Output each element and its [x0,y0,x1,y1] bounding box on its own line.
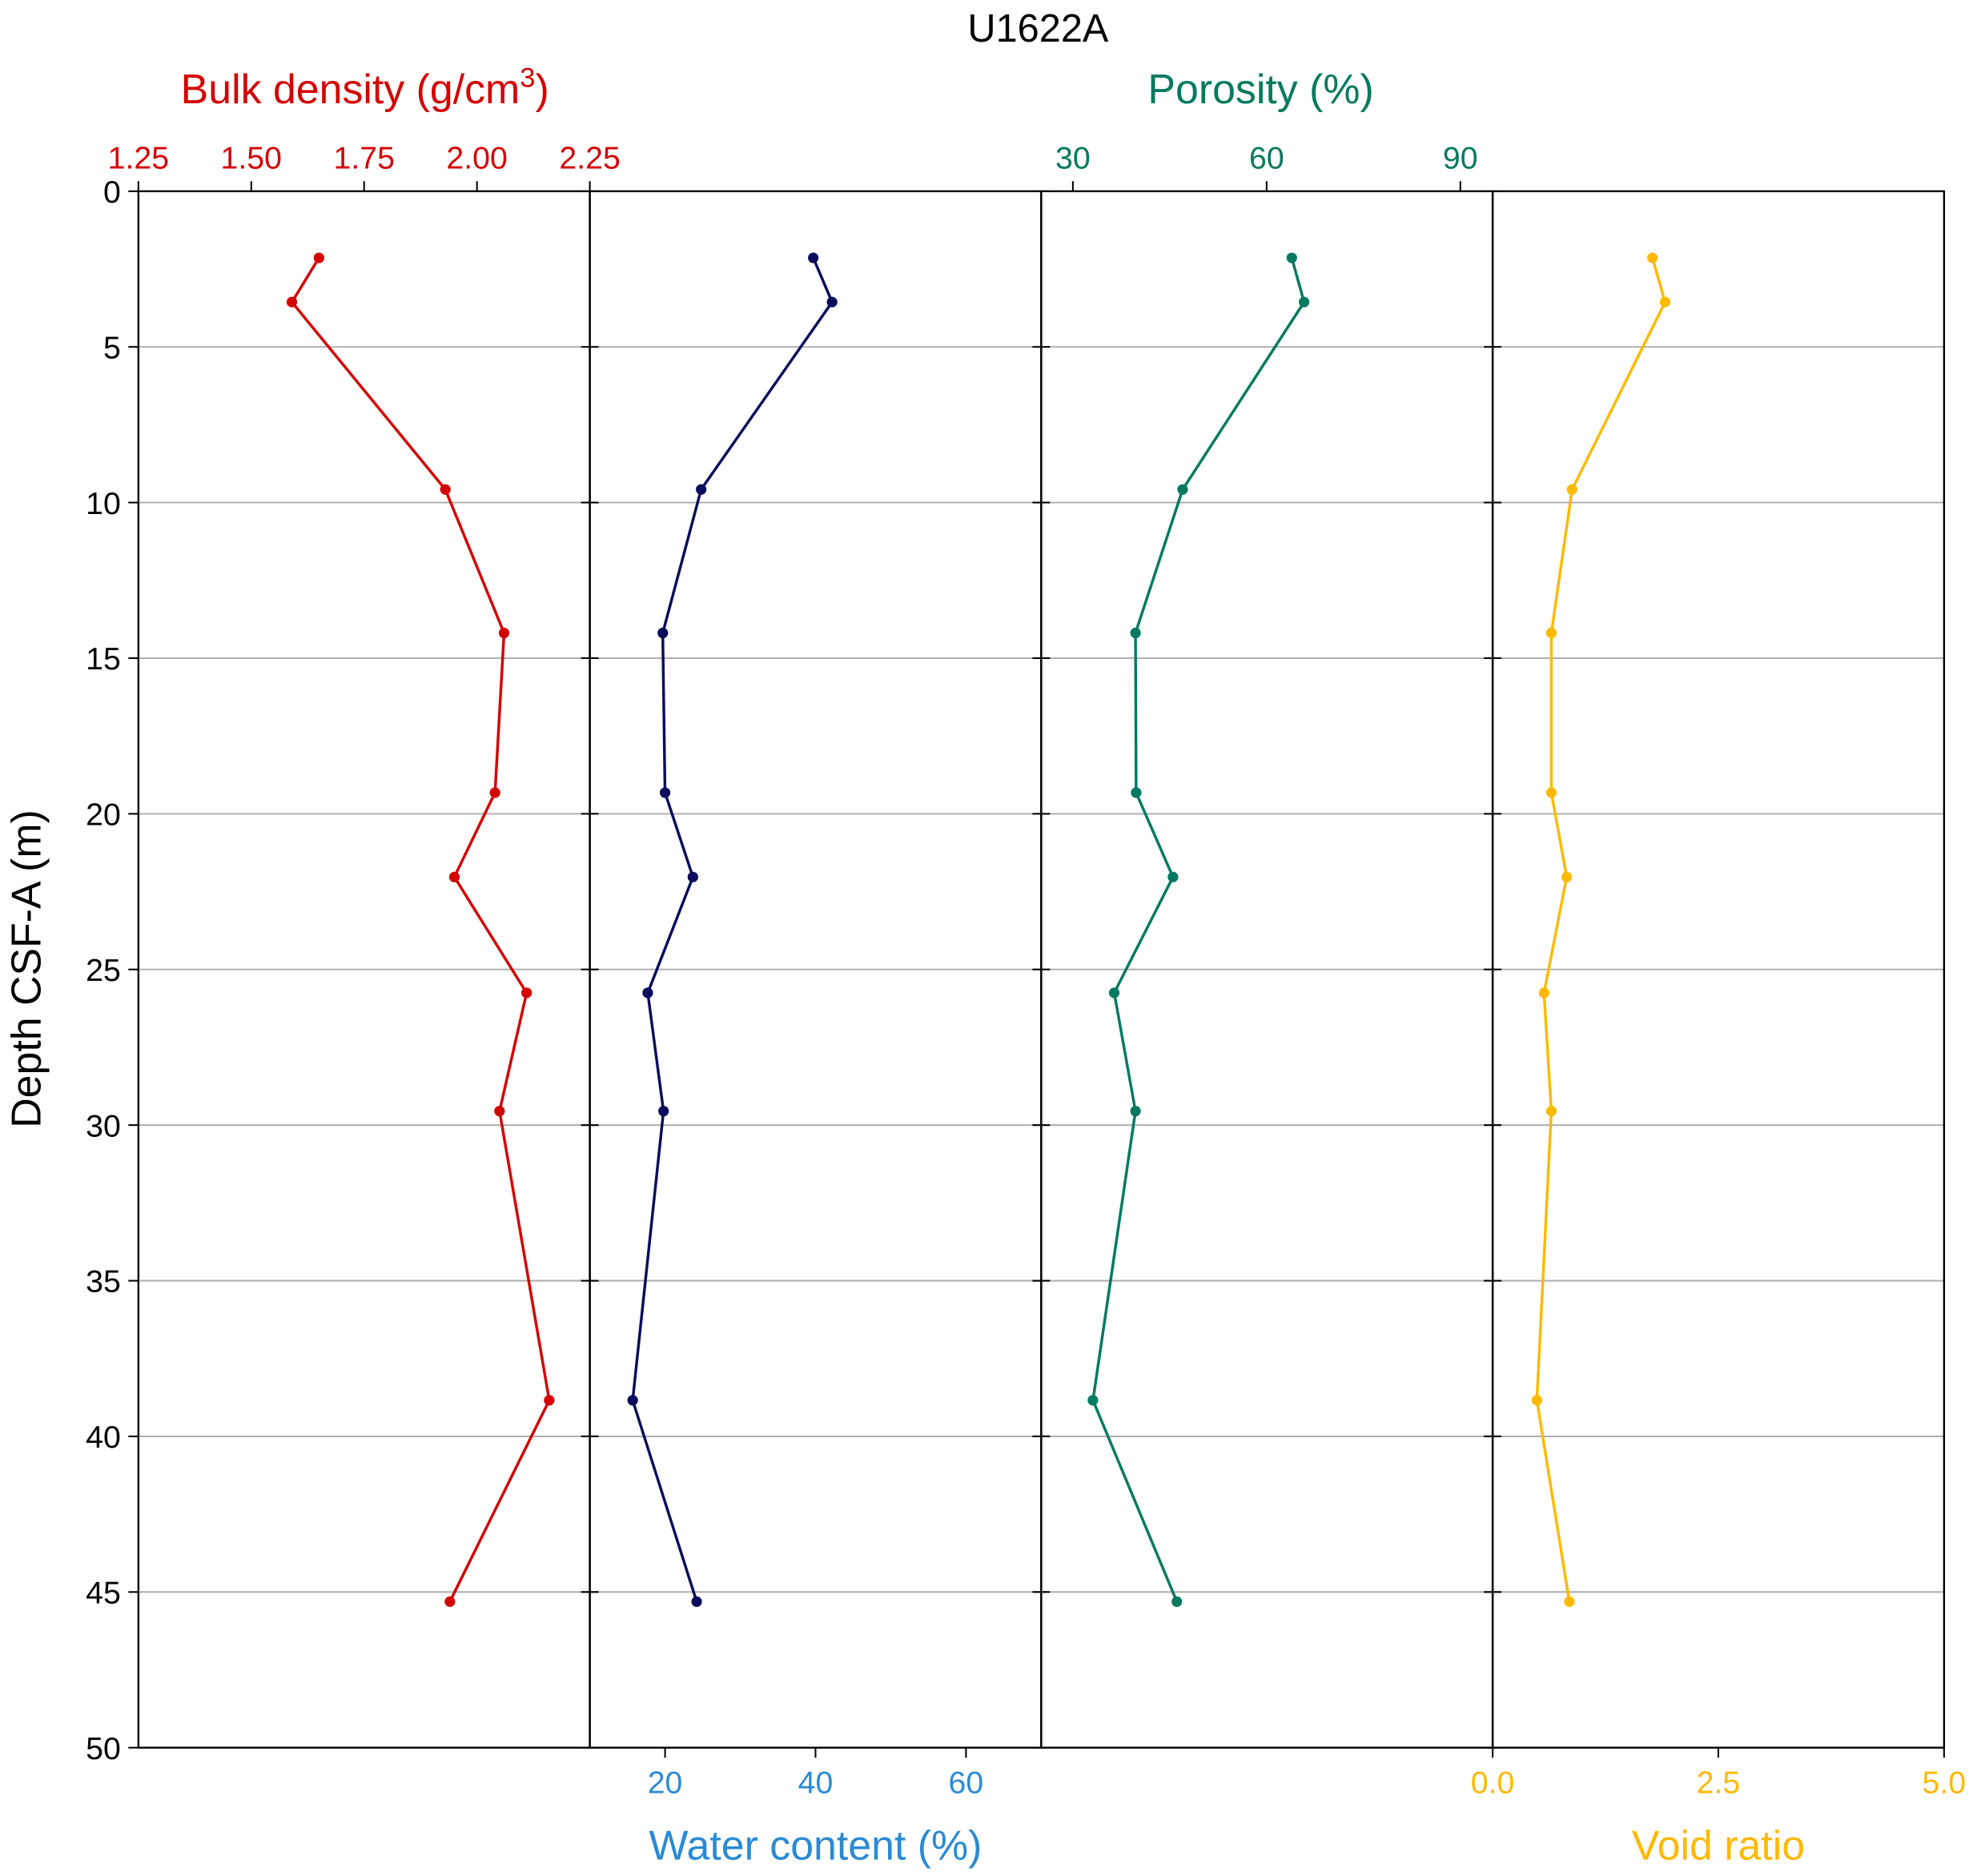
y-tick-label: 50 [86,1731,121,1766]
x-tick-label: 1.50 [221,141,282,176]
x-tick-label: 2.25 [559,141,620,176]
data-point-void-ratio [1545,787,1557,798]
y-tick-label: 45 [86,1575,121,1610]
data-point-bulk-density [489,787,500,798]
x-tick-label: 30 [1055,141,1091,176]
data-point-water-content [808,252,819,263]
data-point-bulk-density [498,627,510,639]
x-tick-label: 60 [949,1765,984,1800]
x-tick-label: 2.00 [446,141,507,176]
data-point-water-content [627,1395,638,1406]
data-point-void-ratio [1564,1596,1575,1607]
y-axis-label: Depth CSF-A (m) [2,809,49,1128]
y-tick-label: 30 [86,1108,121,1143]
data-point-porosity [1171,1596,1183,1607]
data-point-bulk-density [521,987,532,998]
panel-bulk-density: 1.25 1.50 1.75 2.00 2.25 Bulk density (g/cm3) [108,62,621,1749]
x-tick-label: 0.0 [1471,1765,1515,1800]
chart-title: U1622A [967,7,1109,50]
data-point-porosity [1130,1106,1141,1117]
data-point-bulk-density [448,871,460,882]
data-point-bulk-density [440,484,451,495]
y-tick-label: 5 [103,330,121,365]
data-point-water-content [696,484,707,495]
panel-water-content: 20 40 60 Water content (%) [581,190,1043,1869]
data-point-porosity [1177,484,1188,495]
data-point-water-content [642,987,653,998]
axis-label-water-content: Water content (%) [649,1822,982,1869]
axis-label-void-ratio: Void ratio [1632,1822,1805,1869]
superscript: 3 [520,62,535,93]
data-point-void-ratio [1531,1395,1542,1406]
series-line-porosity [1091,257,1306,1603]
series-line-void-ratio [1535,257,1667,1602]
plot-area: 0 5 10 15 20 25 30 35 40 45 50 1.25 1.50 1.75 2.00 2.25… [86,62,1966,1868]
x-tick-label: 1.25 [108,141,169,176]
data-point-water-content [659,787,671,798]
data-point-void-ratio [1538,987,1549,998]
data-point-water-content [826,296,838,307]
data-point-bulk-density [286,296,298,307]
x-tick-label: 1.75 [334,141,395,176]
data-point-water-content [658,1106,669,1117]
data-point-void-ratio [1545,627,1557,639]
x-tick-label: 20 [648,1765,683,1800]
series-line-bulk-density [290,257,551,1603]
data-point-porosity [1087,1395,1099,1406]
data-point-bulk-density [494,1106,505,1117]
data-point-water-content [657,627,669,639]
data-point-void-ratio [1561,871,1573,882]
label-end: ) [535,66,549,112]
data-point-void-ratio [1659,296,1671,307]
series-line-water-content [631,257,834,1602]
y-tick-label: 35 [86,1264,121,1300]
data-point-porosity [1286,252,1297,263]
data-point-porosity [1167,871,1179,882]
y-tick-label: 20 [86,797,121,833]
y-tick-label: 10 [86,486,121,521]
data-point-bulk-density [544,1395,555,1406]
y-tick-label: 15 [86,641,121,677]
data-point-bulk-density [444,1596,456,1607]
x-tick-label: 2.5 [1697,1765,1741,1800]
data-point-void-ratio [1566,484,1577,495]
data-point-porosity [1130,627,1141,639]
data-point-porosity [1299,296,1310,307]
data-point-bulk-density [313,252,324,263]
data-point-water-content [687,871,698,882]
x-tick-label: 60 [1249,141,1284,176]
axis-label-bulk-density: Bulk density (g/cm3) [181,62,549,111]
data-point-porosity [1131,787,1142,798]
y-tick-label: 40 [86,1420,121,1455]
x-tick-label: 5.0 [1923,1765,1967,1800]
x-tick-label: 40 [798,1765,834,1800]
data-point-void-ratio [1647,252,1658,263]
data-point-void-ratio [1545,1106,1557,1117]
y-tick-label: 25 [86,953,121,988]
y-tick-label: 0 [103,175,121,210]
data-point-porosity [1108,987,1120,998]
data-point-water-content [691,1596,702,1607]
x-tick-label: 90 [1443,141,1478,176]
panel-void-ratio: 0.0 2.5 5.0 Void ratio [1471,190,1967,1869]
panel-porosity: 30 60 90 Porosity (%) [1032,66,1494,1749]
axis-label-porosity: Porosity (%) [1147,66,1373,112]
